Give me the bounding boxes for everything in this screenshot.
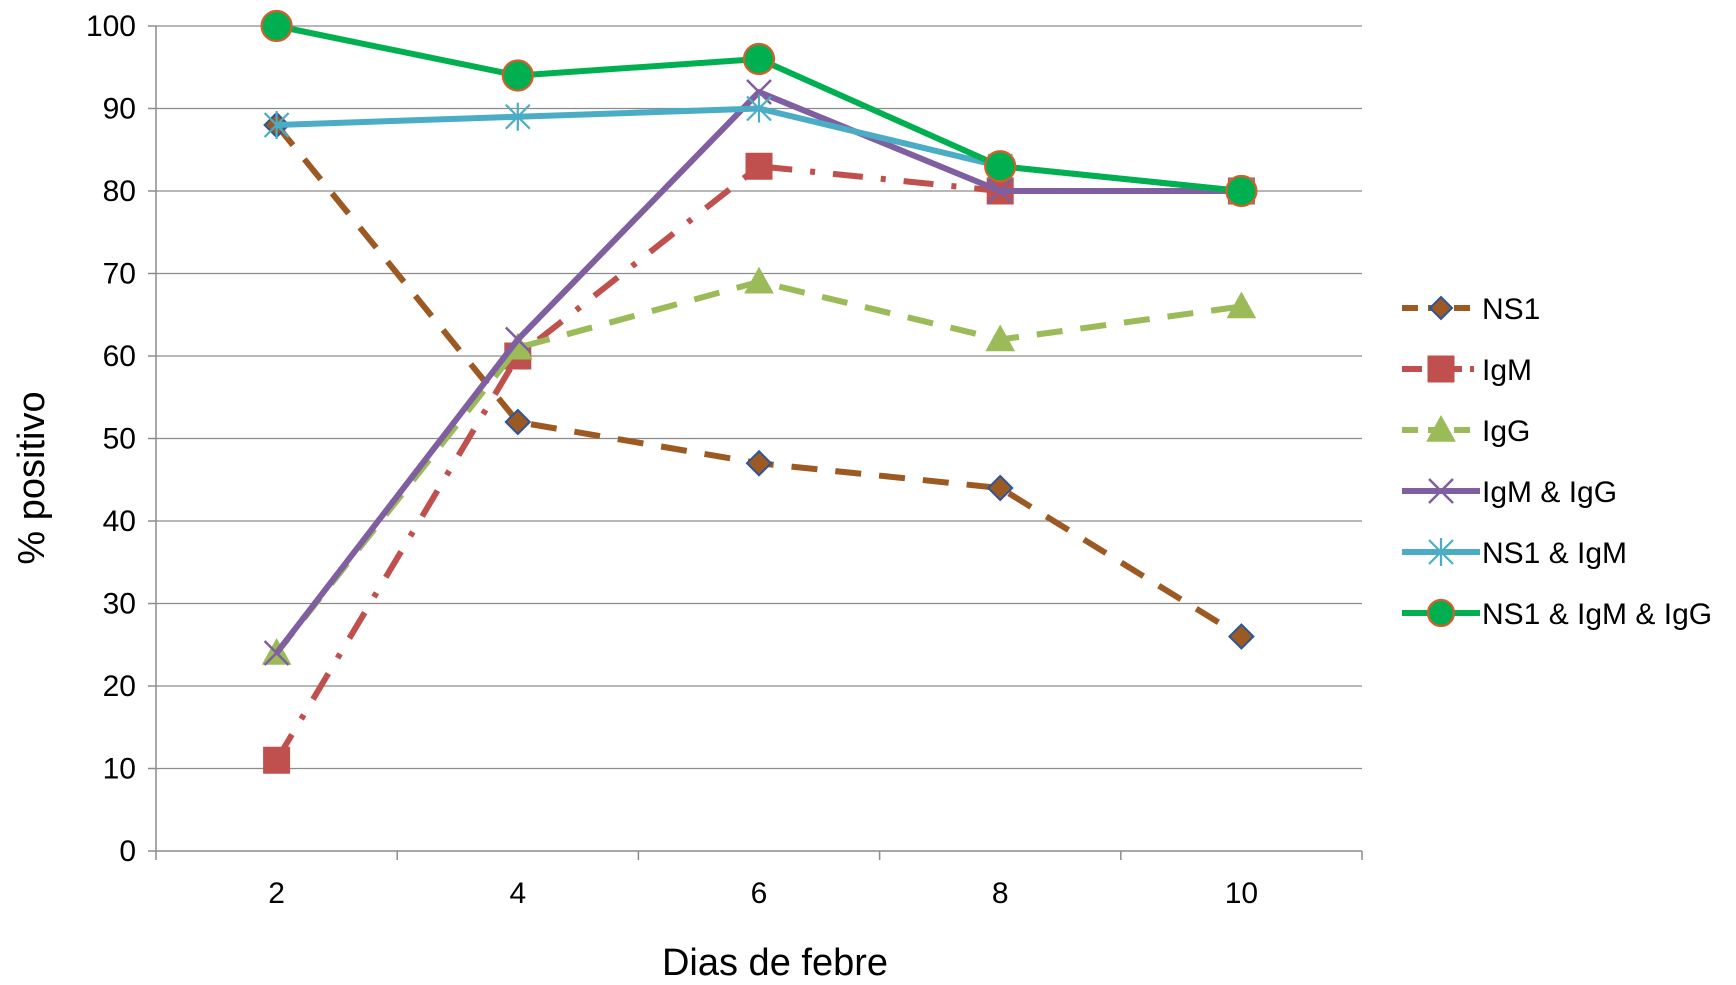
x-tick-label: 10	[1225, 877, 1258, 910]
data-point	[504, 408, 532, 436]
data-point	[263, 746, 291, 774]
y-tick-label: 20	[103, 670, 136, 703]
legend-marker	[1427, 355, 1455, 383]
data-point	[263, 640, 290, 666]
data-point	[1226, 291, 1257, 319]
y-tick-label: 80	[103, 175, 136, 208]
series-lines	[260, 9, 1258, 774]
legend-label: IgM & IgG	[1482, 476, 1617, 509]
data-point	[260, 9, 293, 43]
legend-item: IgM	[1402, 354, 1532, 387]
legend-item: NS1 & IgM & IgG	[1402, 598, 1712, 631]
y-tick-label: 50	[103, 423, 136, 456]
legend-label: NS1	[1482, 293, 1540, 326]
tick-labels: 0 10 20 30 40 50 60 70 80 90 100 2 4 6 8 10	[86, 10, 1258, 910]
y-axis-title: % positivo	[11, 391, 53, 564]
x-tick-label: 2	[268, 877, 285, 910]
y-tick-label: 70	[103, 258, 136, 291]
legend-marker	[1428, 478, 1454, 504]
legend: NS1 IgM IgG IgM & IgG NS1 & IgM NS1 & IgM & I…	[1402, 293, 1712, 631]
data-point	[744, 266, 774, 294]
data-point	[1227, 623, 1255, 650]
legend-item: NS1 & IgM	[1402, 537, 1627, 570]
data-point	[504, 326, 531, 353]
data-point	[745, 449, 773, 477]
data-point	[505, 102, 531, 131]
legend-marker	[1426, 598, 1456, 628]
data-point	[985, 324, 1016, 352]
data-point	[501, 59, 534, 92]
series-line	[274, 163, 1242, 762]
data-point	[746, 94, 772, 123]
series-3	[263, 79, 1255, 666]
series-5	[260, 9, 1258, 208]
data-point	[984, 150, 1017, 183]
legend-label: NS1 & IgM & IgG	[1482, 598, 1712, 631]
data-point	[742, 42, 776, 76]
axes	[148, 25, 1363, 860]
y-tick-label: 90	[103, 93, 136, 126]
data-point	[263, 111, 290, 139]
legend-marker	[1426, 414, 1456, 442]
legend-item: NS1	[1402, 293, 1540, 326]
legend-marker	[1428, 538, 1454, 566]
legend-label: IgG	[1482, 415, 1530, 448]
y-tick-label: 60	[103, 340, 136, 373]
x-axis-title: Dias de febre	[662, 942, 888, 984]
x-tick-label: 4	[509, 877, 526, 910]
data-point	[986, 474, 1014, 502]
y-tick-label: 40	[103, 505, 136, 538]
x-tick-label: 6	[751, 877, 768, 910]
data-point	[987, 178, 1014, 204]
data-point	[1225, 174, 1258, 208]
y-tick-label: 30	[103, 588, 136, 621]
y-tick-label: 10	[103, 753, 136, 786]
y-tick-label: 0	[119, 835, 136, 868]
legend-label: NS1 & IgM	[1482, 537, 1627, 570]
legend-item: IgG	[1402, 414, 1530, 448]
legend-item: IgM & IgG	[1402, 476, 1617, 509]
series-line	[274, 123, 1243, 640]
data-point	[745, 152, 773, 180]
x-tick-label: 8	[992, 877, 1009, 910]
y-tick-label: 100	[86, 10, 136, 43]
legend-marker	[1428, 295, 1454, 321]
legend-label: IgM	[1482, 354, 1532, 387]
